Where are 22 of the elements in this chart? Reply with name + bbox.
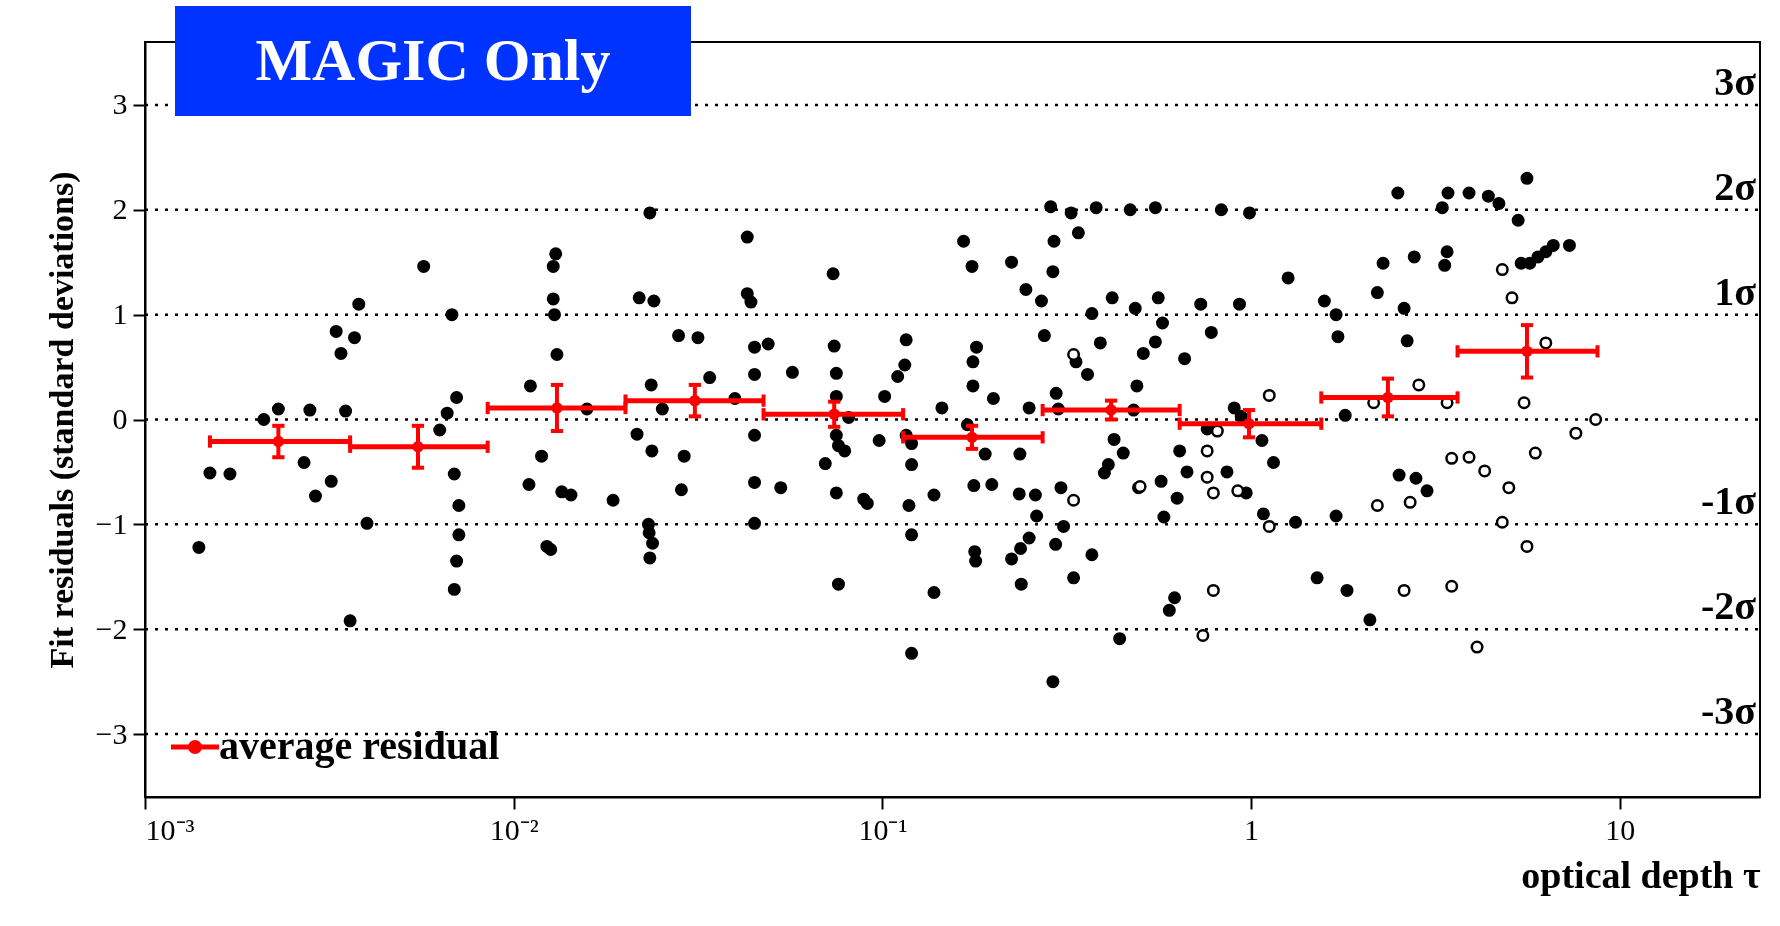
x-tick-label: 10⁻² (489, 812, 539, 846)
x-axis-title: optical depth τ (1521, 853, 1761, 896)
ref-line-label: -1σ (1700, 478, 1757, 524)
y-tick-label: 3 (112, 87, 128, 121)
y-tick-label: −2 (95, 611, 128, 645)
y-tick-label: 0 (112, 402, 128, 435)
y-tick-label: −1 (95, 506, 128, 540)
x-tick-label: 10⁻¹ (858, 812, 908, 846)
y-tick-label: 2 (112, 192, 128, 226)
ref-line-label: 3σ (1714, 58, 1757, 104)
x-tick-label: 1 (1244, 812, 1260, 846)
y-tick-label: −3 (95, 716, 128, 750)
ref-line-label: 1σ (1714, 268, 1757, 314)
y-tick-label: 1 (112, 297, 128, 331)
x-tick-label: 10 (1605, 812, 1636, 846)
chart-title: MAGIC Only (255, 27, 611, 93)
y-axis-title: Fit residuals (standard deviations) (42, 171, 81, 669)
legend-label: average residual (219, 723, 500, 768)
ref-line-label: -3σ (1700, 688, 1757, 734)
ref-line-label: 2σ (1714, 163, 1757, 209)
ref-line-label: -2σ (1700, 583, 1757, 629)
x-tick-label: 10⁻³ (145, 812, 195, 846)
